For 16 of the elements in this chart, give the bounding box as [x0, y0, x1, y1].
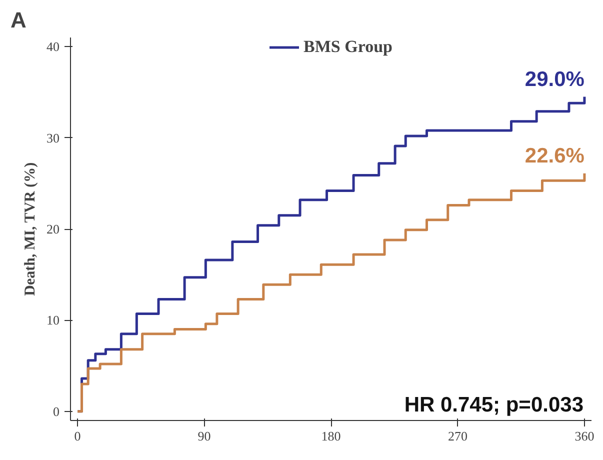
annotation: HR 0.745; p=0.033	[404, 394, 584, 416]
annotation: 29.0%	[524, 68, 585, 91]
annotation: 22.6%	[524, 144, 585, 168]
y-tick-label: 40	[46, 39, 60, 54]
x-tick-label: 90	[198, 428, 211, 444]
x-tick-label: 180	[321, 428, 341, 444]
x-tick-label: 270	[448, 428, 468, 444]
chart-title: A	[10, 8, 26, 32]
y-tick-label: 30	[46, 130, 60, 146]
y-tick-label: 0	[53, 404, 60, 419]
legend-label: BMS Group	[304, 37, 392, 57]
x-tick-label: 360	[574, 428, 594, 444]
y-tick-label: 10	[46, 312, 60, 328]
x-tick-label: 0	[74, 428, 81, 444]
y-axis-title: Death, MI, TVR (%)	[22, 162, 38, 296]
y-tick-label: 20	[46, 222, 60, 236]
